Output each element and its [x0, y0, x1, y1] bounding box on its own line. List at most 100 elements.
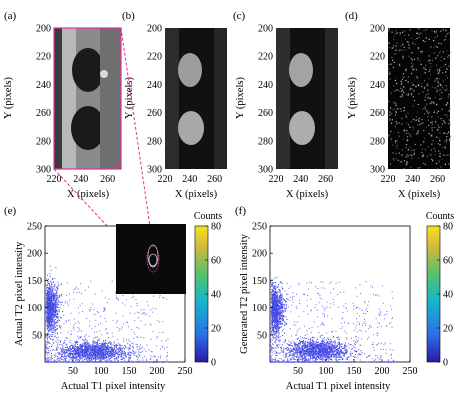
data-point — [147, 301, 148, 302]
data-point — [54, 355, 55, 356]
data-point — [104, 355, 105, 356]
data-point — [71, 345, 72, 346]
ytick-label: 240 — [370, 80, 385, 91]
data-point — [46, 302, 47, 303]
noise-speck — [412, 59, 413, 60]
data-point — [137, 305, 138, 306]
data-point — [93, 362, 94, 363]
data-point — [58, 297, 59, 298]
data-point — [98, 348, 99, 349]
data-point — [303, 349, 304, 350]
data-point — [73, 292, 74, 293]
data-point — [50, 286, 51, 287]
data-point — [272, 310, 273, 311]
data-point — [275, 328, 276, 329]
data-point — [58, 347, 59, 348]
data-point — [79, 362, 80, 363]
data-point — [347, 359, 348, 360]
data-point — [78, 338, 79, 339]
data-point — [75, 354, 76, 355]
noise-speck — [404, 131, 405, 132]
data-point — [166, 340, 167, 341]
data-point — [62, 350, 63, 351]
data-point — [55, 302, 56, 303]
noise-speck — [403, 77, 404, 78]
noise-speck — [440, 67, 441, 68]
data-point — [54, 278, 55, 279]
data-point — [278, 336, 279, 337]
data-point — [48, 357, 49, 358]
data-point — [130, 358, 131, 359]
noise-speck — [412, 85, 413, 86]
noise-speck — [400, 108, 401, 109]
data-point — [275, 326, 276, 327]
data-point — [114, 360, 115, 361]
data-point — [275, 300, 276, 301]
data-point — [283, 320, 284, 321]
data-point — [48, 326, 49, 327]
data-point — [46, 346, 47, 347]
data-point — [58, 339, 59, 340]
data-point — [312, 340, 313, 341]
data-point — [67, 302, 68, 303]
data-point — [285, 310, 286, 311]
data-point — [53, 330, 54, 331]
data-point — [60, 341, 61, 342]
data-point — [53, 349, 54, 350]
data-point — [51, 309, 52, 310]
data-point — [274, 321, 275, 322]
data-point — [48, 342, 49, 343]
noise-speck — [406, 144, 407, 145]
noise-speck — [416, 33, 417, 34]
data-point — [55, 333, 56, 334]
data-point — [272, 294, 273, 295]
data-point — [108, 355, 109, 356]
data-point — [99, 357, 100, 358]
data-point — [47, 313, 48, 314]
data-point — [87, 357, 88, 358]
noise-speck — [438, 116, 439, 117]
data-point — [277, 305, 278, 306]
noise-speck — [437, 90, 438, 91]
noise-speck — [396, 112, 397, 113]
data-point — [63, 350, 64, 351]
data-point — [275, 290, 276, 291]
data-point — [88, 287, 89, 288]
data-point — [49, 308, 50, 309]
data-point — [87, 341, 88, 342]
data-point — [55, 331, 56, 332]
data-point — [56, 314, 57, 315]
data-point — [48, 292, 49, 293]
data-point — [84, 355, 85, 356]
data-point — [53, 309, 54, 310]
data-point — [89, 343, 90, 344]
data-point — [104, 356, 105, 357]
data-point — [109, 356, 110, 357]
data-point — [77, 292, 78, 293]
noise-speck — [396, 83, 397, 84]
data-point — [55, 310, 56, 311]
noise-speck — [403, 56, 404, 57]
data-point — [55, 355, 56, 356]
noise-speck — [417, 78, 418, 79]
data-point — [112, 350, 113, 351]
inset-image — [116, 224, 186, 294]
noise-speck — [430, 154, 431, 155]
panel-e: (e) Actual T2 pixel intensity Actual T1 … — [4, 205, 193, 392]
data-point — [73, 350, 74, 351]
noise-speck — [443, 120, 444, 121]
data-point — [273, 325, 274, 326]
data-point — [54, 294, 55, 295]
noise-speck — [424, 80, 425, 81]
noise-speck — [398, 132, 399, 133]
data-point — [74, 358, 75, 359]
data-point — [50, 281, 51, 282]
noise-speck — [406, 70, 407, 71]
noise-speck — [429, 69, 430, 70]
data-point — [64, 342, 65, 343]
data-point — [50, 293, 51, 294]
data-point — [283, 307, 284, 308]
noise-speck — [442, 72, 443, 73]
data-point — [89, 360, 90, 361]
xtick-label: 50 — [68, 366, 78, 377]
